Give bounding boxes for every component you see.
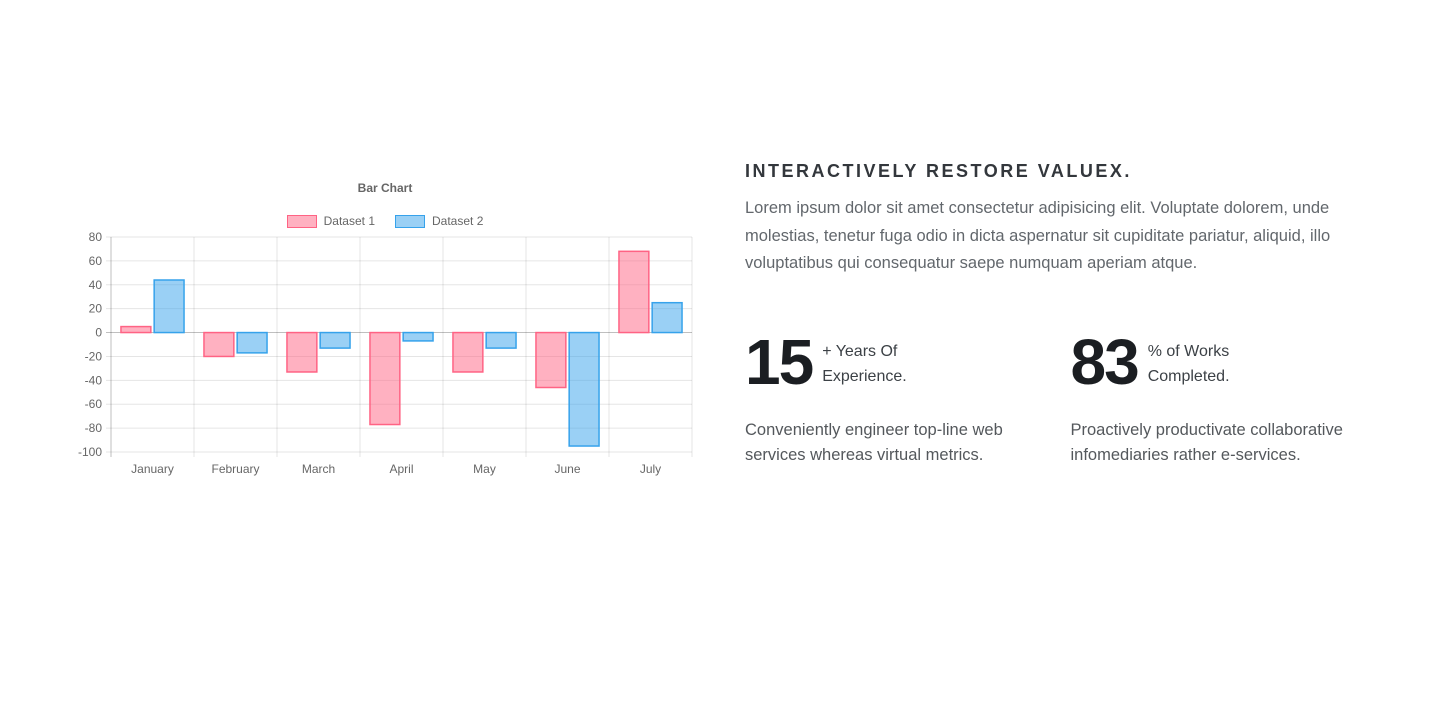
bar-dataset-2-april[interactable] xyxy=(402,331,434,342)
y-tick--40: -40 xyxy=(85,373,103,387)
stat-value-experience: 15 xyxy=(745,325,814,398)
stat-top: 83 % of Works Completed. xyxy=(1070,325,1361,398)
y-tick-60: 60 xyxy=(89,254,103,268)
legend-label-dataset-1: Dataset 1 xyxy=(323,214,375,228)
stat-label-experience: + Years Of Experience. xyxy=(822,339,907,389)
y-tick-0: 0 xyxy=(95,326,102,340)
x-tick-march: March xyxy=(302,462,335,476)
legend-item-dataset-1[interactable]: Dataset 1 xyxy=(286,214,375,228)
bar-dataset-1-january[interactable] xyxy=(120,325,152,334)
stat-top: 15 + Years Of Experience. xyxy=(745,325,1035,398)
y-tick--80: -80 xyxy=(85,421,103,435)
x-tick-june: June xyxy=(554,462,580,476)
y-tick-40: 40 xyxy=(89,278,103,292)
x-tick-april: April xyxy=(389,462,413,476)
stat-label-works: % of Works Completed. xyxy=(1148,339,1230,389)
legend-swatch-dataset-1 xyxy=(286,214,317,228)
stat-label-line2: Completed. xyxy=(1147,367,1230,385)
bar-dataset-2-february[interactable] xyxy=(236,331,268,354)
chart-plot-area[interactable]: 80 60 40 20 0 -20 -40 -60 -80 -100 January February… xyxy=(75,231,695,483)
x-tick-january: January xyxy=(131,462,174,476)
bar-dataset-1-april[interactable] xyxy=(369,331,401,426)
y-tick--100: -100 xyxy=(78,445,102,459)
bar-dataset-1-july[interactable] xyxy=(618,250,650,334)
bar-dataset-2-march[interactable] xyxy=(319,331,351,349)
stat-description-experience: Conveniently engineer top-line web servi… xyxy=(745,420,1003,464)
legend-item-dataset-2[interactable]: Dataset 2 xyxy=(395,214,483,228)
stat-value-works: 83 xyxy=(1070,325,1140,398)
x-tick-july: July xyxy=(640,462,661,476)
stat-description-works: Proactively productivate collaborative i… xyxy=(1070,420,1343,464)
stat-label-line2: Experience. xyxy=(822,367,907,385)
bar-dataset-1-february[interactable] xyxy=(203,331,235,358)
bar-dataset-2-july[interactable] xyxy=(651,301,683,334)
stat-block-works: 83 % of Works Completed. Proactively pro… xyxy=(1070,325,1361,468)
section-paragraph: Lorem ipsum dolor sit amet consectetur a… xyxy=(745,199,1331,272)
x-tick-may: May xyxy=(473,462,496,476)
bar-chart: Bar Chart Dataset 1 Dataset 2 80 60 40 20 0 -… xyxy=(75,181,695,483)
stat-label-line1: + Years Of xyxy=(822,342,898,360)
bar-dataset-1-march[interactable] xyxy=(286,331,318,373)
content-section: INTERACTIVELY RESTORE VALUEX. Lorem ipsu… xyxy=(745,160,1360,468)
y-tick-20: 20 xyxy=(89,302,103,316)
y-tick-80: 80 xyxy=(89,231,103,244)
legend-swatch-dataset-2 xyxy=(395,214,425,228)
y-tick--20: -20 xyxy=(85,349,103,363)
y-tick--60: -60 xyxy=(85,397,103,411)
bar-dataset-1-june[interactable] xyxy=(535,331,567,389)
bar-dataset-1-may[interactable] xyxy=(452,331,484,373)
stats-grid: 15 + Years Of Experience. Conveniently e… xyxy=(745,325,1361,468)
bar-dataset-2-june[interactable] xyxy=(568,331,600,447)
legend-label-dataset-2: Dataset 2 xyxy=(432,214,484,228)
x-tick-february: February xyxy=(211,462,259,476)
chart-legend: Dataset 1 Dataset 2 xyxy=(75,214,695,228)
bar-dataset-2-january[interactable] xyxy=(153,279,185,334)
bar-dataset-2-may[interactable] xyxy=(485,331,517,349)
section-heading: INTERACTIVELY RESTORE VALUEX. xyxy=(745,161,1132,181)
stat-block-experience: 15 + Years Of Experience. Conveniently e… xyxy=(745,325,1035,468)
page: Bar Chart Dataset 1 Dataset 2 80 60 40 20 0 -… xyxy=(75,160,1360,483)
stat-label-line1: % of Works xyxy=(1147,342,1230,360)
chart-title: Bar Chart xyxy=(357,181,413,195)
